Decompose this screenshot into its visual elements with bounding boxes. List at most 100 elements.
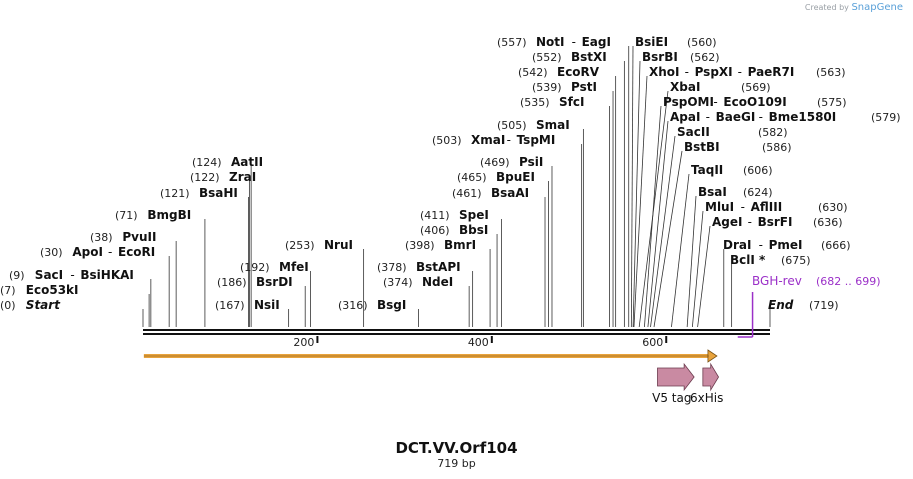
enzyme-name: NotI xyxy=(536,35,565,49)
enzyme-name: EcoO109I xyxy=(723,95,786,109)
enzyme-name: PspXI xyxy=(695,65,733,79)
site-position-label: (411) xyxy=(420,209,450,222)
site-name-separator: - xyxy=(741,200,745,214)
enzyme-name: XbaI xyxy=(670,80,700,94)
enzyme-name: BsiHKAI xyxy=(80,268,133,282)
site-leader-line xyxy=(671,173,690,328)
orf-arrowhead xyxy=(707,349,718,363)
site-leader-line xyxy=(630,45,634,328)
site-name-separator: - xyxy=(507,133,511,147)
ruler-tick-label: 400 xyxy=(468,336,489,349)
site-position-label: (563) xyxy=(816,66,846,79)
site-position-label: (560) xyxy=(687,36,717,49)
site-position-label: (719) xyxy=(809,299,839,312)
site-position-label: (465) xyxy=(457,171,487,184)
enzyme-name: BpuEI xyxy=(496,170,535,184)
site-position-label: (253) xyxy=(285,239,315,252)
enzyme-name: BbsI xyxy=(459,223,488,237)
enzyme-name: Start xyxy=(26,298,61,312)
primer-name: BGH-rev xyxy=(752,274,802,288)
enzyme-name: SacII xyxy=(677,125,710,139)
enzyme-name: XmaI xyxy=(471,133,505,147)
enzyme-name: AatII xyxy=(231,155,263,169)
site-position-label: (666) xyxy=(821,239,851,252)
site-position-label: (122) xyxy=(190,171,220,184)
site-position-label: (539) xyxy=(532,81,562,94)
enzyme-name: TaqII xyxy=(691,163,723,177)
site-position-label: (406) xyxy=(420,224,450,237)
site-position-label: (503) xyxy=(432,134,462,147)
enzyme-name: AflIII xyxy=(751,200,783,214)
site-position-label: (636) xyxy=(813,216,843,229)
enzyme-name: BstAPI xyxy=(416,260,461,274)
site-name-separator: - xyxy=(738,65,742,79)
site-position-label: (7) xyxy=(0,284,16,297)
site-leader-line xyxy=(647,120,669,328)
site-leader-line xyxy=(644,105,662,328)
enzyme-name: BmgBI xyxy=(147,208,191,222)
ruler-tick-label: 200 xyxy=(293,336,314,349)
enzyme-name: PspOMI xyxy=(663,95,714,109)
site-position-label: (469) xyxy=(480,156,510,169)
ruler-tick-label: 600 xyxy=(642,336,663,349)
snapgene-brand: SnapGene xyxy=(851,2,903,13)
enzyme-name: Bme1580I xyxy=(769,110,837,124)
site-position-label: (606) xyxy=(743,164,773,177)
enzyme-name: NsiI xyxy=(254,298,280,312)
site-position-label: (552) xyxy=(532,51,562,64)
site-name-separator: - xyxy=(706,110,710,124)
site-position-label: (586) xyxy=(762,141,792,154)
enzyme-name: PaeR7I xyxy=(748,65,795,79)
enzyme-name: ApoI xyxy=(72,245,103,259)
enzyme-name: BclI * xyxy=(730,253,766,267)
enzyme-name: BsrFI xyxy=(758,215,793,229)
site-name-separator: - xyxy=(685,65,689,79)
site-name-separator: - xyxy=(748,215,752,229)
site-name-separator: - xyxy=(759,110,763,124)
feature-label: 6xHis xyxy=(690,391,723,405)
enzyme-name: MluI xyxy=(705,200,734,214)
enzyme-name: ApaI xyxy=(670,110,700,124)
site-name-separator: - xyxy=(572,35,576,49)
site-leader-line xyxy=(691,210,704,328)
enzyme-name: PstI xyxy=(571,80,597,94)
site-position-label: (30) xyxy=(40,246,63,259)
site-position-label: (398) xyxy=(405,239,435,252)
site-position-label: (9) xyxy=(9,269,25,282)
enzyme-name: BsaAI xyxy=(491,186,529,200)
site-position-label: (38) xyxy=(90,231,113,244)
site-position-label: (461) xyxy=(452,187,482,200)
site-position-label: (675) xyxy=(781,254,811,267)
site-position-label: (378) xyxy=(377,261,407,274)
site-name-separator: - xyxy=(70,268,74,282)
enzyme-name: XhoI xyxy=(649,65,680,79)
enzyme-name: BaeGI xyxy=(716,110,756,124)
enzyme-name: BmrI xyxy=(444,238,476,252)
site-position-label: (562) xyxy=(690,51,720,64)
snapgene-credit: Created by SnapGene xyxy=(805,2,903,13)
sequence-title: DCT.VV.Orf104 xyxy=(395,439,518,457)
site-position-label: (124) xyxy=(192,156,222,169)
enzyme-name: SpeI xyxy=(459,208,489,222)
site-position-label: (557) xyxy=(497,36,527,49)
enzyme-name: EcoRI xyxy=(118,245,155,259)
site-position-label: (71) xyxy=(115,209,138,222)
enzyme-name: BsaI xyxy=(698,185,727,199)
site-leader-line xyxy=(632,60,641,328)
feature-label: V5 tag xyxy=(652,391,691,405)
site-position-label: (624) xyxy=(743,186,773,199)
enzyme-name: ZraI xyxy=(229,170,256,184)
site-position-label: (505) xyxy=(497,119,527,132)
site-leader-line xyxy=(697,225,711,328)
enzyme-name: BsaHI xyxy=(199,186,238,200)
site-leader-line xyxy=(686,195,697,328)
enzyme-name: SfcI xyxy=(559,95,584,109)
sequence-length: 719 bp xyxy=(437,457,476,470)
enzyme-name: PvuII xyxy=(122,230,156,244)
enzyme-name: PmeI xyxy=(769,238,803,252)
site-position-label: (186) xyxy=(217,276,247,289)
site-position-label: (535) xyxy=(520,96,550,109)
enzyme-name: Eco53kI xyxy=(26,283,79,297)
enzyme-name: BsrBI xyxy=(642,50,678,64)
site-leader-line xyxy=(650,135,676,328)
